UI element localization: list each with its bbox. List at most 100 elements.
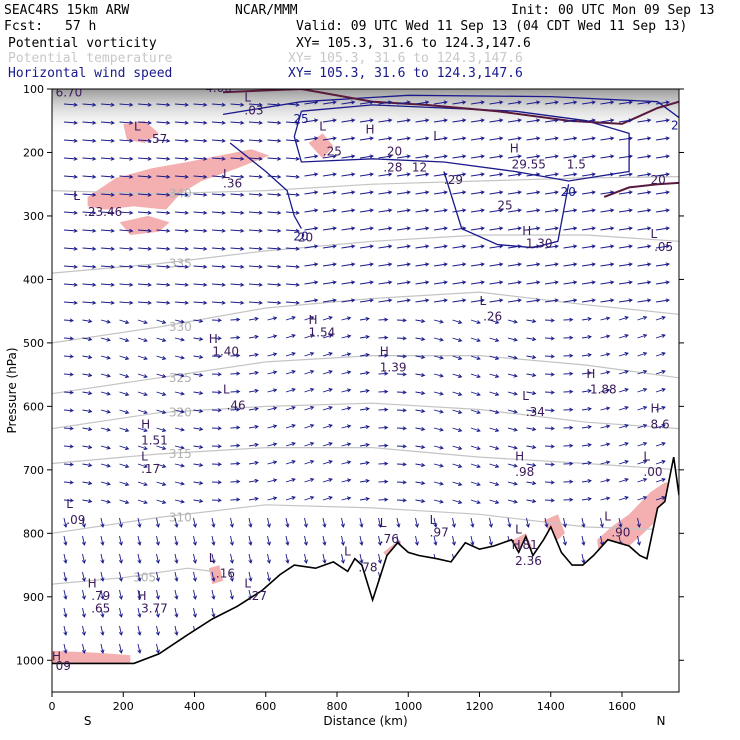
wind-arrow <box>155 553 160 564</box>
wind-arrow <box>230 425 241 430</box>
wind-arrow <box>248 424 259 429</box>
wind-arrow <box>156 409 167 414</box>
wind-arrow <box>433 337 444 342</box>
wind-arrow <box>600 460 611 465</box>
wind-arrow <box>544 154 559 159</box>
field-label: L <box>522 389 529 403</box>
wind-arrow <box>637 351 648 357</box>
wind-arrow <box>211 228 226 233</box>
field-xy-theta: XY= 105.3, 31.6 to 124.3,147.6 <box>288 51 523 66</box>
wind-arrow <box>507 427 518 432</box>
pv-fill-region <box>87 149 270 210</box>
field-label: .03 <box>244 103 263 117</box>
wind-arrow <box>248 246 263 251</box>
wind-arrow <box>433 427 444 432</box>
wind-arrow <box>156 427 167 432</box>
wind-arrow <box>174 589 179 600</box>
wind-arrow <box>489 226 504 231</box>
wind-arrow <box>359 352 370 358</box>
wind-arrow <box>544 372 555 377</box>
wind-arrow <box>563 262 578 267</box>
pv-fill-region <box>543 514 565 543</box>
wind-arrow <box>211 300 226 305</box>
wind-arrow <box>100 228 115 233</box>
wind-arrow <box>600 370 611 375</box>
wind-arrow <box>341 262 356 267</box>
wind-arrow <box>544 498 555 503</box>
wind-arrow <box>211 138 226 143</box>
field-label: L <box>344 545 351 559</box>
wind-arrow <box>637 315 648 321</box>
y-tick-label: 300 <box>23 210 44 223</box>
x-axis-label: Distance (km) <box>323 714 407 728</box>
wind-arrow <box>137 138 152 143</box>
wind-arrow <box>248 102 263 107</box>
wind-arrow <box>415 262 430 267</box>
wind-arrow <box>415 172 430 177</box>
field-label: 8.6 <box>651 418 670 432</box>
wind-arrow <box>581 334 592 340</box>
wind-arrow <box>618 370 629 375</box>
wind-arrow <box>100 391 111 396</box>
wind-arrow <box>322 316 333 321</box>
wind-arrow <box>63 553 68 564</box>
wind-arrow <box>433 391 444 396</box>
wind-arrow <box>563 317 574 322</box>
field-label: 25 <box>497 199 512 213</box>
pv-contour-upper <box>222 89 679 125</box>
wind-arrow <box>581 517 586 528</box>
wind-arrow <box>322 226 337 231</box>
wind-arrow <box>452 409 463 414</box>
wind-arrow <box>452 136 467 141</box>
wind-arrow <box>470 463 481 469</box>
wind-arrow <box>544 408 555 413</box>
field-label: 20 <box>651 173 666 187</box>
wind-arrow <box>211 535 216 546</box>
wind-arrow <box>433 535 438 546</box>
wind-arrow <box>137 246 152 251</box>
wind-arrow <box>359 190 374 195</box>
wind-arrow <box>63 336 74 341</box>
wind-arrow <box>156 282 171 287</box>
wind-arrow <box>248 228 263 233</box>
wind-arrow <box>119 391 130 396</box>
field-label: H <box>586 367 595 381</box>
wind-arrow <box>137 571 142 582</box>
wind-arrow <box>600 118 615 123</box>
wind-arrow <box>63 300 78 305</box>
wind-arrow <box>600 100 615 105</box>
wind-arrow <box>433 172 448 177</box>
wind-arrow <box>100 427 111 432</box>
wind-arrow <box>526 319 537 324</box>
field-label: L <box>604 510 611 524</box>
wind-arrow <box>340 517 345 528</box>
wind-arrow <box>267 300 282 305</box>
wind-arrow <box>174 319 185 324</box>
wind-arrow <box>266 517 271 528</box>
field-label: .28 <box>383 161 402 175</box>
wind-arrow <box>489 391 500 396</box>
header-model: SEAC4RS 15km ARW <box>4 3 130 18</box>
wind-arrow <box>137 553 142 564</box>
wind-arrow <box>618 118 633 123</box>
wind-arrow <box>100 373 111 378</box>
wind-arrow <box>137 228 152 233</box>
wind-arrow <box>618 190 633 195</box>
wind-arrow <box>137 156 152 161</box>
wind-arrow <box>507 136 522 141</box>
x-tick-label: 1600 <box>608 700 636 713</box>
wind-arrow <box>304 262 319 267</box>
wind-arrow <box>489 172 504 177</box>
wind-arrow <box>600 262 615 267</box>
wind-arrow <box>618 100 633 105</box>
wind-arrow <box>81 607 86 618</box>
wind-arrow <box>470 262 485 267</box>
wind-arrow <box>118 625 123 636</box>
wind-arrow <box>100 607 105 618</box>
wind-arrow <box>82 156 97 161</box>
wind-arrow <box>618 517 623 528</box>
field-label: 09 <box>56 659 71 673</box>
wind-arrow <box>137 427 148 433</box>
wind-arrow <box>581 388 592 394</box>
wind-arrow <box>452 208 467 213</box>
